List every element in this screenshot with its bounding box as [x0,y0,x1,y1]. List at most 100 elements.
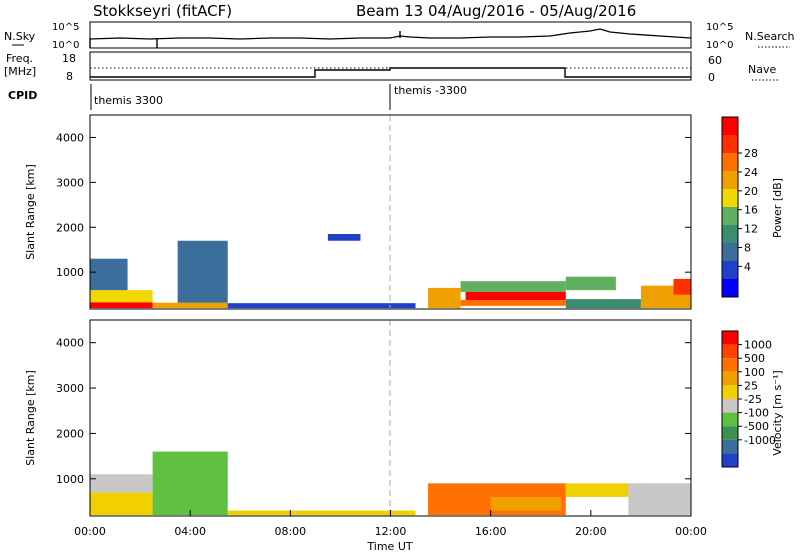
ytick-label-1: 2000 [56,221,84,234]
nsky-tick-bottom-right: 10^0 [706,40,733,51]
velocity-ylabel: Slant Range [km] [24,370,37,466]
freq-unit: [MHz] [4,65,36,78]
freq-tick-top: 18 [62,52,76,65]
power-panel: 1000 2000 3000 4000 Slant Range [km] [24,114,692,310]
power-cell-7 [428,287,461,309]
colorbar-tick-label-0: 1000 [744,339,772,352]
cpid-entry-1: themis -3300 [394,84,467,97]
colorbar-block-4 [722,189,738,207]
xtick-label-1: 04:00 [174,525,206,538]
colorbar-block-5 [722,207,738,225]
radar-title: Stokkseyri (fitACF) [93,2,232,20]
power-cell-2 [90,258,128,291]
colorbar-tick-label-1: 500 [744,352,765,365]
velocity-colorbar-title: Velocity [m s⁻¹] [771,370,784,455]
colorbar-block-9 [722,279,738,297]
velocity-cell-1 [90,474,153,493]
freq-frame [89,51,692,81]
colorbar-block-1 [722,135,738,153]
power-colorbar-title: Power [dB] [771,178,784,238]
ytick-label-3: 4000 [56,131,84,144]
colorbar-frame [721,116,739,298]
power-cell-1 [90,290,153,303]
nsky-label: N.Sky [4,30,36,43]
velocity-cell-3 [227,510,416,516]
colorbar-tick-label-6: 4 [744,260,751,273]
nsky-tick-top-left: 10^5 [52,22,79,33]
freq-label: Freq. [6,52,33,65]
power-cell-10 [460,281,566,292]
nsky-frame [89,21,692,49]
freq-trace [90,67,691,78]
colorbar-block-5 [722,399,738,413]
ytick-label-0: 1000 [56,473,84,486]
velocity-cells [90,451,691,516]
nsky-tick-bottom-left: 10^0 [52,40,79,51]
colorbar-block-6 [722,225,738,243]
power-cell-4 [177,240,228,303]
beam-label: Beam 13 [356,2,423,20]
colorbar-tick-label-0: 28 [744,147,758,160]
colorbar-block-2 [722,358,738,372]
ytick-label-2: 3000 [56,382,84,395]
nave-tick-bottom: 0 [708,71,715,84]
freq-panel: Freq. [MHz] 18 8 60 0 Nave [4,51,778,84]
colorbar-tick-label-2: 100 [744,366,765,379]
date-range: 04/Aug/2016 - 05/Aug/2016 [428,2,636,20]
colorbar-tick-label-1: 24 [744,166,758,179]
xtick-label-5: 20:00 [575,525,607,538]
power-cell-12 [565,299,641,309]
nave-tick-top: 60 [708,54,722,67]
ytick-label-1: 2000 [56,427,84,440]
xtick-label-2: 08:00 [274,525,306,538]
velocity-cell-7 [628,483,691,516]
colorbar-tick-label-5: 8 [744,242,751,255]
power-colorbar: 28 24 20 16 12 8 4 Power [dB] [721,116,784,298]
velocity-xaxis: 00:00 04:00 08:00 12:00 16:00 20:00 00:00 [74,510,707,538]
colorbar-tick-label-7: -1000 [744,434,776,447]
nave-label: Nave [748,63,776,76]
power-colorbar-blocks: 28 24 20 16 12 8 4 [721,116,758,298]
power-ylabel: Slant Range [km] [24,164,37,260]
power-cell-3 [152,302,228,309]
velocity-yaxis: 1000 2000 3000 4000 [56,337,691,486]
power-cells [90,234,691,309]
colorbar-tick-label-2: 20 [744,185,758,198]
velocity-cell-6 [565,483,629,497]
nsky-tick-top-right: 10^5 [706,22,733,33]
power-yaxis: 1000 2000 3000 4000 [56,131,691,279]
colorbar-block-3 [722,171,738,189]
velocity-cell-5 [490,496,561,511]
time-axis-label: Time UT [366,540,412,553]
colorbar-tick-label-4: -25 [744,393,762,406]
colorbar-tick-label-6: -500 [744,420,769,433]
colorbar-tick-label-4: 12 [744,223,758,236]
colorbar-block-8 [722,439,738,454]
ytick-label-0: 1000 [56,266,84,279]
colorbar-tick-label-3: 25 [744,379,758,392]
xtick-label-0: 00:00 [74,525,106,538]
xtick-label-4: 16:00 [475,525,507,538]
colorbar-block-7 [722,426,738,440]
colorbar-block-6 [722,412,738,427]
colorbar-block-8 [722,261,738,279]
power-cell-8 [465,291,566,301]
colorbar-block-9 [722,453,738,467]
power-cell-5 [227,303,416,309]
velocity-cell-0 [90,492,153,516]
colorbar-block-7 [722,243,738,261]
ytick-label-2: 3000 [56,176,84,189]
colorbar-block-3 [722,371,738,386]
power-cell-0 [90,302,153,309]
power-cell-6 [327,234,361,241]
power-cell-14 [673,278,691,295]
colorbar-block-1 [722,344,738,359]
power-frame [89,114,692,310]
colorbar-block-4 [722,385,738,399]
nsky-panel: N.Sky 10^5 10^0 10^5 10^0 N.Search [4,21,795,51]
nsky-trace [89,28,692,40]
cpid-entry-0: themis 3300 [94,94,163,107]
xtick-label-3: 12:00 [375,525,407,538]
